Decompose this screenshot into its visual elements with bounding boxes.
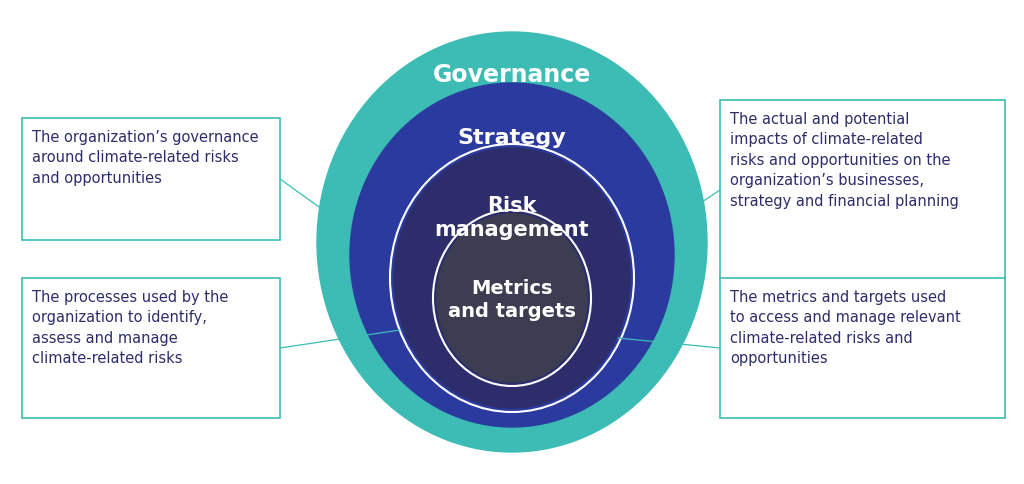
Text: Risk
management: Risk management: [434, 196, 590, 241]
FancyBboxPatch shape: [22, 118, 280, 240]
Text: Metrics
and targets: Metrics and targets: [449, 279, 575, 321]
Ellipse shape: [437, 214, 587, 382]
Text: The organization’s governance
around climate-related risks
and opportunities: The organization’s governance around cli…: [32, 130, 259, 186]
Text: The actual and potential
impacts of climate-related
risks and opportunities on t: The actual and potential impacts of clim…: [730, 112, 958, 209]
FancyBboxPatch shape: [720, 278, 1005, 418]
Text: Governance: Governance: [433, 63, 591, 87]
Text: The processes used by the
organization to identify,
assess and manage
climate-re: The processes used by the organization t…: [32, 290, 228, 366]
FancyBboxPatch shape: [22, 278, 280, 418]
Text: Strategy: Strategy: [458, 128, 566, 148]
Ellipse shape: [350, 83, 674, 427]
Ellipse shape: [394, 148, 630, 408]
Ellipse shape: [317, 32, 707, 452]
FancyBboxPatch shape: [720, 100, 1005, 280]
Text: The metrics and targets used
to access and manage relevant
climate-related risks: The metrics and targets used to access a…: [730, 290, 961, 366]
